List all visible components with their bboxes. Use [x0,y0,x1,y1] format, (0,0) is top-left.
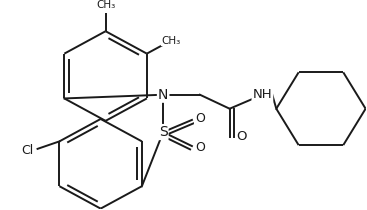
Text: Cl: Cl [22,144,34,157]
Text: O: O [195,141,205,154]
Text: O: O [236,130,247,143]
Text: NH: NH [252,88,272,101]
Text: N: N [158,88,168,102]
Text: CH₃: CH₃ [96,0,115,10]
Text: S: S [159,125,167,139]
Text: CH₃: CH₃ [161,35,181,46]
Text: O: O [195,112,205,125]
